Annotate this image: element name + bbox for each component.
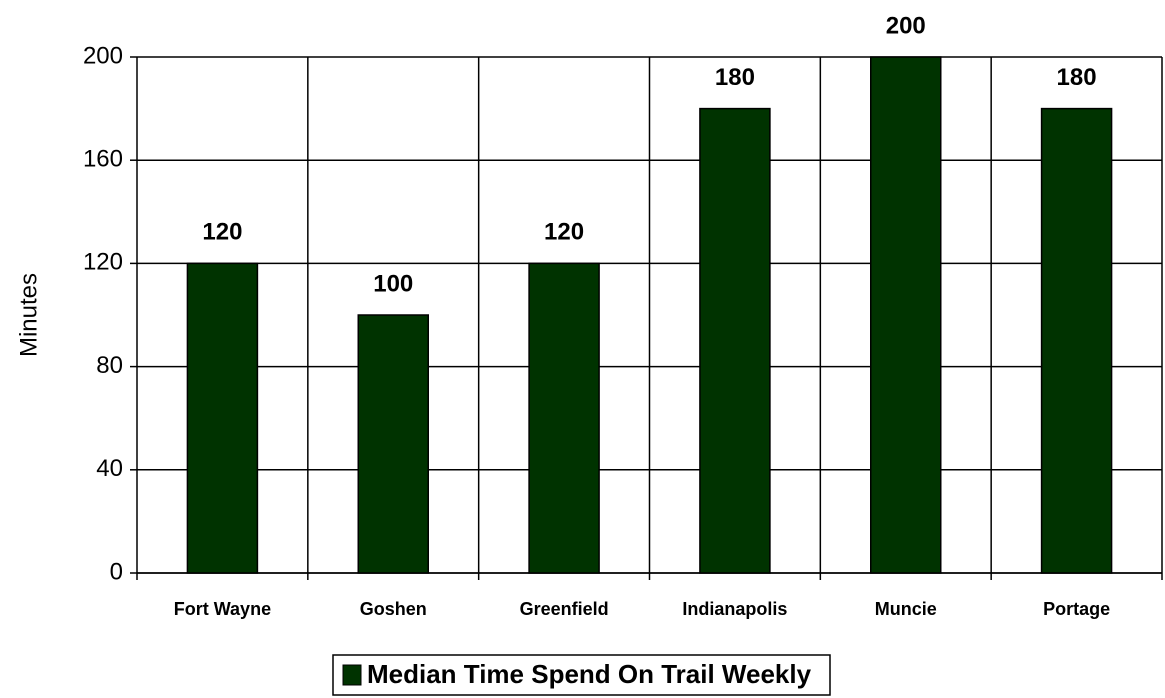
legend-box	[332, 654, 831, 696]
bar	[528, 262, 600, 574]
data-label: 100	[373, 270, 413, 297]
bar	[699, 107, 771, 574]
x-tick-label: Fort Wayne	[174, 599, 271, 619]
y-tick-label: 0	[110, 558, 123, 585]
y-tick-label: 40	[96, 455, 123, 482]
y-tick-label: 160	[83, 146, 123, 173]
bar	[1040, 107, 1113, 574]
data-label: 200	[886, 12, 926, 39]
bar	[357, 314, 429, 574]
bar	[870, 56, 942, 574]
y-tick-label: 80	[96, 352, 123, 379]
y-tick-label: 200	[83, 42, 123, 69]
x-tick-label: Greenfield	[520, 599, 609, 619]
legend-label: Median Time Spend On Trail Weekly	[367, 659, 812, 689]
legend-swatch	[342, 664, 362, 686]
data-label: 120	[202, 219, 242, 246]
x-tick-label: Goshen	[360, 599, 427, 619]
x-tick-label: Muncie	[875, 599, 937, 619]
bar	[186, 262, 259, 574]
data-label: 120	[544, 219, 584, 246]
x-tick-label: Indianapolis	[682, 599, 787, 619]
x-tick-label: Portage	[1043, 599, 1110, 619]
data-label: 180	[1057, 64, 1097, 91]
data-label: 180	[715, 64, 755, 91]
y-axis-label: Minutes	[15, 273, 42, 357]
y-tick-label: 120	[83, 249, 123, 276]
